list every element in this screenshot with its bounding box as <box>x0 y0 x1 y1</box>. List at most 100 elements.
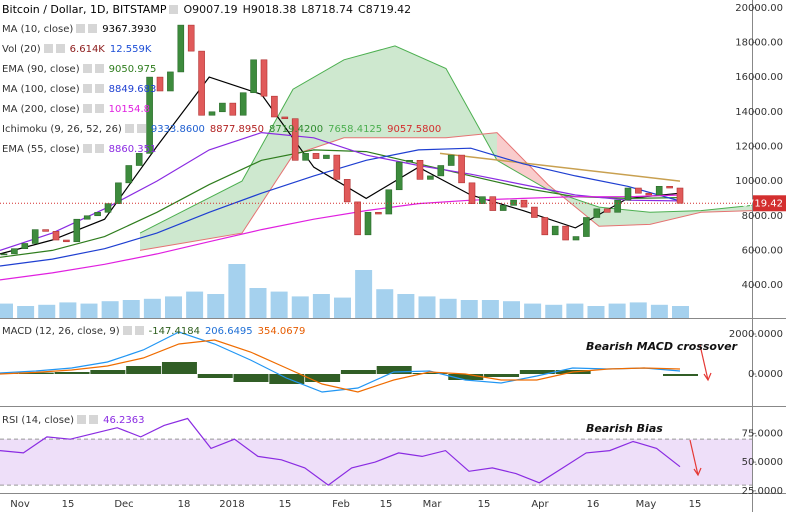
candle <box>354 201 361 236</box>
candle <box>229 102 237 116</box>
candle <box>52 231 60 241</box>
indicator-name: Vol (20) <box>2 44 41 55</box>
histogram-bar <box>161 362 197 374</box>
candle <box>614 199 621 213</box>
legend-row: MA (10, close) 9367.3930 <box>2 23 441 37</box>
x-tick-label: 15 <box>478 499 491 510</box>
indicator-value: 10154.8 <box>108 104 151 115</box>
x-tick-label: 15 <box>62 499 75 510</box>
last-price-box <box>753 195 786 212</box>
rsi-line <box>0 417 681 486</box>
indicator-value: 8877.8950 <box>209 124 264 135</box>
legend: Bitcoin / Dollar, 1D, BITSTAMP O9007.19 H9… <box>2 3 441 163</box>
candle <box>239 92 247 116</box>
icon <box>122 326 132 335</box>
volume-bar <box>334 297 351 318</box>
candle <box>73 218 81 243</box>
volume-bar <box>0 303 13 318</box>
legend-row: EMA (55, close) 8860.351 <box>2 143 441 157</box>
candle <box>510 199 517 206</box>
volume-bar <box>122 300 140 318</box>
candle <box>63 239 70 243</box>
histogram-bar <box>484 374 520 377</box>
volume-bar <box>228 264 246 318</box>
candle <box>11 248 18 255</box>
histogram-bar <box>90 370 126 374</box>
icon <box>89 415 99 424</box>
histogram-bar <box>54 372 90 374</box>
volume-bar <box>249 288 267 318</box>
volume-bar <box>207 294 225 318</box>
candle <box>562 225 569 241</box>
ohlc-value: O9007.19 <box>183 3 238 16</box>
volume-bar <box>17 306 35 318</box>
cloud-segment <box>344 45 395 138</box>
candle <box>437 165 445 177</box>
moving-average <box>0 131 681 251</box>
candle <box>302 153 309 161</box>
icon <box>82 84 92 93</box>
icon <box>94 84 104 93</box>
candle <box>458 154 465 184</box>
candle <box>395 161 403 191</box>
candle <box>125 165 133 184</box>
indicator-name: MA (100, close) <box>2 84 80 95</box>
candle <box>583 217 590 237</box>
icon <box>88 24 98 33</box>
icon <box>82 144 92 153</box>
signal-line <box>0 339 681 393</box>
indicator-value: 354.0679 <box>257 326 306 337</box>
indicator-value: 9050.975 <box>108 64 157 75</box>
symbol: Bitcoin / Dollar, 1D, BITSTAMP <box>2 3 167 16</box>
legend-row: Vol (20) 6.614K 12.559K <box>2 43 441 57</box>
indicator-value: 8860.351 <box>108 144 157 155</box>
histogram-bar <box>519 370 555 374</box>
candle <box>541 217 549 236</box>
volume-bar <box>587 306 605 318</box>
moving-average <box>0 149 681 258</box>
candle <box>603 208 611 213</box>
indicator-value: 6.614K <box>69 44 105 55</box>
indicator-value: 9057.5800 <box>387 124 442 135</box>
annotation: Bearish MACD crossover <box>586 340 738 353</box>
candle <box>94 211 101 217</box>
icon <box>82 104 92 113</box>
volume-bar <box>503 301 520 318</box>
legend-row: EMA (90, close) 9050.975 <box>2 63 441 77</box>
indicator-value: 9367.3930 <box>102 24 157 35</box>
macd-line <box>0 331 681 393</box>
candle <box>447 154 455 166</box>
candle <box>83 215 91 220</box>
last-price-label: 8719.42 <box>742 198 783 209</box>
histogram-bar <box>233 374 269 382</box>
volume-bar <box>672 306 689 318</box>
candle <box>406 159 413 163</box>
volume-bar <box>101 301 119 318</box>
x-tick-label: Apr <box>531 499 549 510</box>
candle <box>135 153 143 166</box>
indicator-value: 9333.8600 <box>150 124 205 135</box>
indicator-name: EMA (90, close) <box>2 64 80 75</box>
candle <box>479 196 486 204</box>
volume-bar <box>545 304 563 318</box>
candle <box>343 179 351 203</box>
volume-bar <box>355 270 373 318</box>
x-tick-label: May <box>636 499 657 510</box>
x-tick-label: Mar <box>423 499 443 510</box>
y-tick-label: 4000.00 <box>742 280 783 291</box>
y-tick-label: 6000.00 <box>742 245 783 256</box>
candle <box>291 118 299 161</box>
ohlc-value: H9018.38 <box>242 3 297 16</box>
candle <box>271 95 278 118</box>
indicator-value: 46.2363 <box>103 415 145 426</box>
moving-average <box>0 194 681 281</box>
arrow-head <box>703 372 712 382</box>
cloud-segment <box>191 181 242 242</box>
x-tick-label: Feb <box>332 499 350 510</box>
candle <box>572 236 580 241</box>
y-tick-label: 18000.00 <box>735 37 783 48</box>
candle <box>146 76 153 154</box>
x-tick-label: 15 <box>689 499 702 510</box>
y-tick-label: 10000.00 <box>735 176 783 187</box>
histogram-bar <box>197 374 233 378</box>
